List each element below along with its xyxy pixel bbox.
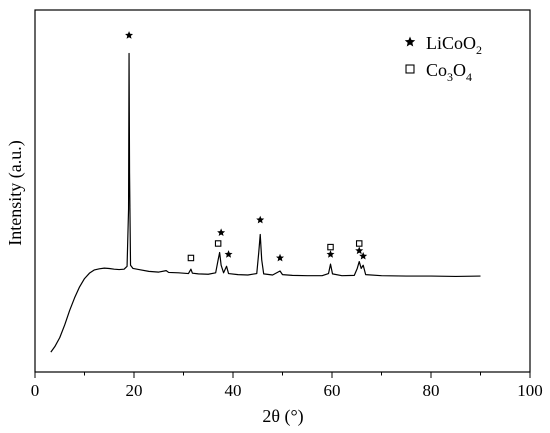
xrd-trace-0 <box>50 52 481 353</box>
x-tick-label-80: 80 <box>423 381 440 400</box>
x-tick-label-0: 0 <box>31 381 40 400</box>
star-peak-marker-8 <box>326 250 335 258</box>
star-peak-marker-4 <box>224 250 233 258</box>
star-peak-marker-10 <box>355 246 364 255</box>
legend: LiCoO2 Co3O4 <box>404 33 482 84</box>
star-peak-marker-5 <box>256 215 265 224</box>
legend-square-icon <box>405 64 415 74</box>
x-tick-label-20: 20 <box>126 381 143 400</box>
x-axis-ticks: 0 20 40 60 80 100 <box>31 372 543 400</box>
peak-markers <box>125 31 368 262</box>
trace-layer <box>50 52 481 353</box>
y-axis-title: Intensity (a.u.) <box>5 140 26 245</box>
legend-label-1: Co3O4 <box>426 60 472 84</box>
star-peak-marker-6 <box>276 253 285 262</box>
x-tick-label-40: 40 <box>225 381 242 400</box>
square-peak-marker-9 <box>355 240 363 247</box>
x-tick-label-100: 100 <box>517 381 543 400</box>
square-peak-marker-1 <box>187 254 195 262</box>
legend-star-icon <box>404 36 416 47</box>
x-tick-label-60: 60 <box>324 381 341 400</box>
star-peak-marker-11 <box>359 251 368 260</box>
square-peak-marker-2 <box>214 240 222 247</box>
x-axis-title: 2θ (°) <box>262 406 303 427</box>
star-peak-marker-3 <box>217 228 226 237</box>
star-peak-marker-0 <box>125 31 134 39</box>
legend-label-0: LiCoO2 <box>426 33 482 57</box>
square-peak-marker-7 <box>327 243 334 251</box>
